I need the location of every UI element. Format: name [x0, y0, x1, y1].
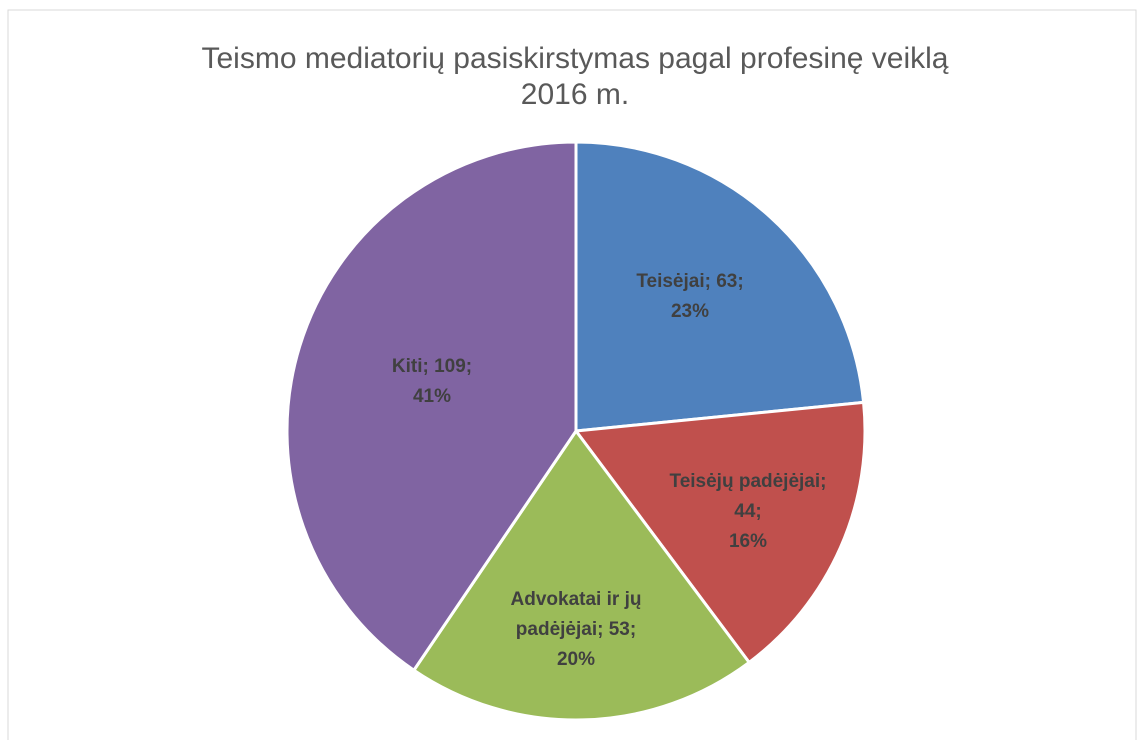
pie-slice — [411, 428, 752, 722]
pie-slice — [285, 140, 578, 673]
pie-slice — [573, 400, 867, 665]
data-label: Kiti; 109; 41% — [392, 356, 472, 407]
chart-title: Teismo mediatorių pasiskirstymas pagal p… — [202, 42, 949, 111]
pie-slice — [574, 140, 866, 433]
data-label: Teisėjų padėjėjai; 44; 16% — [670, 471, 827, 552]
data-label: Teisėjai; 63; 23% — [636, 271, 743, 322]
data-label: Advokatai ir jų padėjėjai; 53; 20% — [511, 589, 642, 670]
